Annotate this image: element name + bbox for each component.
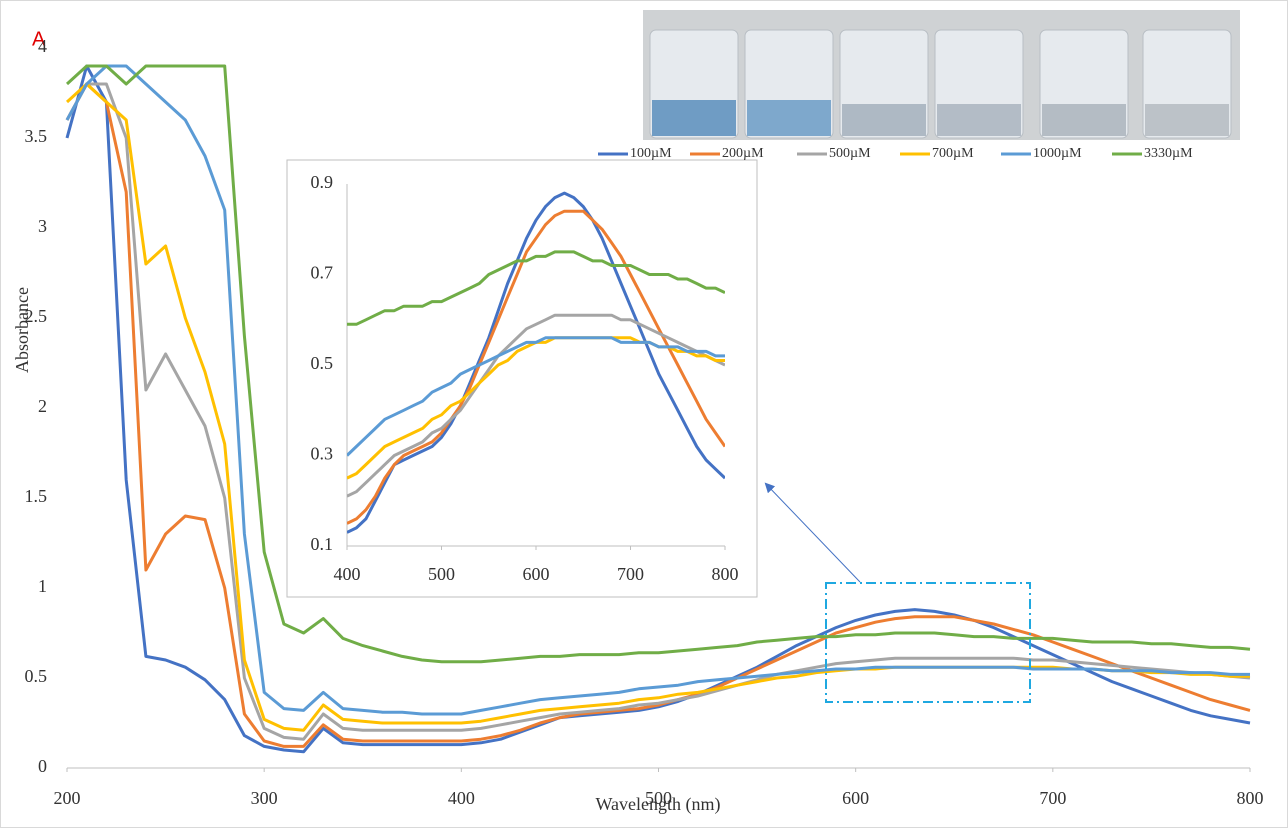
series-group	[347, 191, 725, 534]
y-tick-label: 3.5	[25, 126, 48, 146]
x-tick-label: 700	[1039, 788, 1066, 808]
inset-plot: 400 500 600 700 800 0.1 0.3 0.5 0.7 0.9	[311, 172, 739, 584]
x-tick-label: 200	[54, 788, 81, 808]
legend-label: 100µM	[630, 146, 672, 161]
line-series	[65, 82, 1251, 741]
zoom-box	[825, 582, 1031, 703]
series-group	[65, 64, 1251, 754]
y-tick-label: 0.3	[311, 444, 334, 464]
legend-label: 3330µM	[1144, 146, 1193, 161]
zoom-arrow	[764, 482, 861, 583]
x-axis-title: Wavelength (nm)	[595, 794, 720, 815]
legend-label: 500µM	[829, 146, 871, 161]
line-series	[347, 191, 725, 534]
line-series	[65, 64, 1251, 664]
y-tick-label: 2	[38, 396, 47, 416]
y-tick-label: 0.9	[311, 172, 334, 192]
x-tick-label: 300	[251, 788, 278, 808]
legend-label: 700µM	[932, 146, 974, 161]
x-tick-label: 500	[645, 788, 672, 808]
x-tick-label: 800	[1237, 788, 1264, 808]
line-series	[347, 250, 725, 326]
inset-frame	[286, 159, 758, 598]
plot: 200 300 400 500 600 700 800 0 0.5 1 1.5 2 2.5 3 3.5 4	[25, 36, 1264, 808]
y-tick-label: 4	[38, 36, 47, 56]
y-tick-label: 3	[38, 216, 47, 236]
y-tick-label: 1	[38, 576, 47, 596]
x-tick-label: 800	[712, 564, 739, 584]
x-tick-label: 700	[617, 564, 644, 584]
x-tick-label: 600	[523, 564, 550, 584]
y-axis-title: Absorbance	[12, 287, 32, 373]
x-tick-label: 600	[842, 788, 869, 808]
line-series	[347, 336, 725, 457]
legend-label: 200µM	[722, 146, 764, 161]
y-tick-label: 1.5	[25, 486, 48, 506]
legend: 100µM 200µM 500µM 700µM 1000µM 3330µM	[598, 146, 1193, 161]
y-tick-label: 0.7	[311, 263, 334, 283]
y-tick-label: 0.5	[311, 353, 334, 373]
y-tick-label: 2.5	[25, 306, 48, 326]
photo	[643, 10, 1240, 140]
legend-label: 1000µM	[1033, 146, 1082, 161]
x-tick-label: 500	[428, 564, 455, 584]
y-tick-label: 0	[38, 756, 47, 776]
line-series	[65, 64, 1250, 716]
line-series	[347, 313, 725, 498]
x-tick-label: 400	[334, 564, 361, 584]
line-series	[65, 82, 1250, 732]
y-tick-label: 0.5	[25, 666, 48, 686]
y-tick-label: 0.1	[311, 534, 334, 554]
x-tick-label: 400	[448, 788, 475, 808]
line-series	[65, 64, 1251, 754]
line-series	[65, 82, 1251, 748]
panel-label: A	[32, 28, 46, 50]
